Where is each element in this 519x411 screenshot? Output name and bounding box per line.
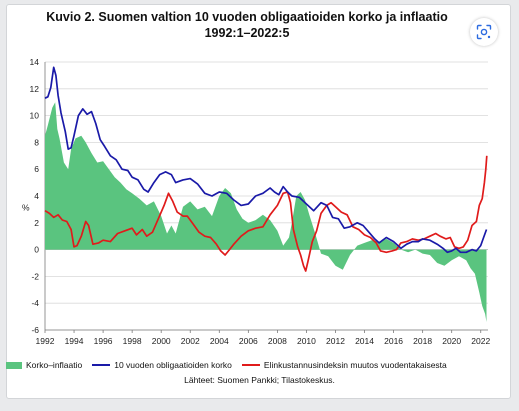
source-note: Lähteet: Suomen Pankki; Tilastokeskus. — [184, 375, 335, 385]
chart-title-line1: Kuvio 2. Suomen valtion 10 vuoden obliga… — [46, 10, 448, 24]
y-axis-label: % — [22, 203, 30, 213]
series-line-inflation — [44, 155, 488, 272]
y-tick-label: 6 — [34, 164, 39, 174]
x-tick-label: 1998 — [123, 336, 142, 346]
lens-glyph — [476, 24, 492, 40]
y-tick-label: -2 — [31, 271, 39, 281]
series-line-bond-yield — [44, 66, 488, 254]
legend-item-area: Korko–inflaatio — [6, 360, 82, 370]
y-tick-label: 2 — [34, 218, 39, 228]
x-tick-label: 2022 — [471, 336, 490, 346]
y-tick-label: 8 — [34, 137, 39, 147]
legend: Korko–inflaatio 10 vuoden obligaatioiden… — [6, 357, 506, 373]
x-tick-label: 2004 — [210, 336, 229, 346]
x-tick-label: 2002 — [181, 336, 200, 346]
x-tick-label: 2018 — [413, 336, 432, 346]
x-tick-label: 1996 — [94, 336, 113, 346]
legend-label-area: Korko–inflaatio — [26, 360, 83, 370]
x-tick-label: 2000 — [152, 336, 171, 346]
y-tick-label: 14 — [30, 57, 40, 67]
y-tick-label: -4 — [31, 298, 39, 308]
google-lens-icon[interactable] — [470, 18, 498, 46]
y-tick-label: 4 — [34, 191, 39, 201]
y-tick-label: -6 — [31, 325, 39, 335]
legend-swatch-cpi — [241, 364, 260, 366]
legend-item-cpi: Elinkustannusindeksin muutos vuodentakai… — [241, 360, 447, 370]
x-tick-label: 2010 — [297, 336, 316, 346]
x-tick-label: 1992 — [36, 336, 55, 346]
legend-item-bond: 10 vuoden obligaatioiden korko — [92, 360, 232, 370]
y-tick-label: 12 — [30, 84, 40, 94]
chart-title: Kuvio 2. Suomen valtion 10 vuoden obliga… — [22, 9, 472, 41]
x-tick-label: 1994 — [65, 336, 84, 346]
series-area-korko-inflaatio — [45, 102, 487, 322]
x-tick-label: 2012 — [326, 336, 345, 346]
legend-label-bond: 10 vuoden obligaatioiden korko — [114, 360, 232, 370]
x-tick-label: 2006 — [239, 336, 258, 346]
x-tick-label: 2008 — [268, 336, 287, 346]
legend-swatch-area — [6, 361, 22, 369]
x-tick-label: 2014 — [355, 336, 374, 346]
y-tick-label: 10 — [30, 111, 40, 121]
legend-swatch-bond — [92, 364, 111, 366]
x-tick-label: 2020 — [442, 336, 461, 346]
x-tick-label: 2016 — [384, 336, 403, 346]
y-tick-label: 0 — [34, 245, 39, 255]
legend-label-cpi: Elinkustannusindeksin muutos vuodentakai… — [263, 360, 447, 370]
chart-title-line2: 1992:1–2022:5 — [204, 26, 290, 40]
